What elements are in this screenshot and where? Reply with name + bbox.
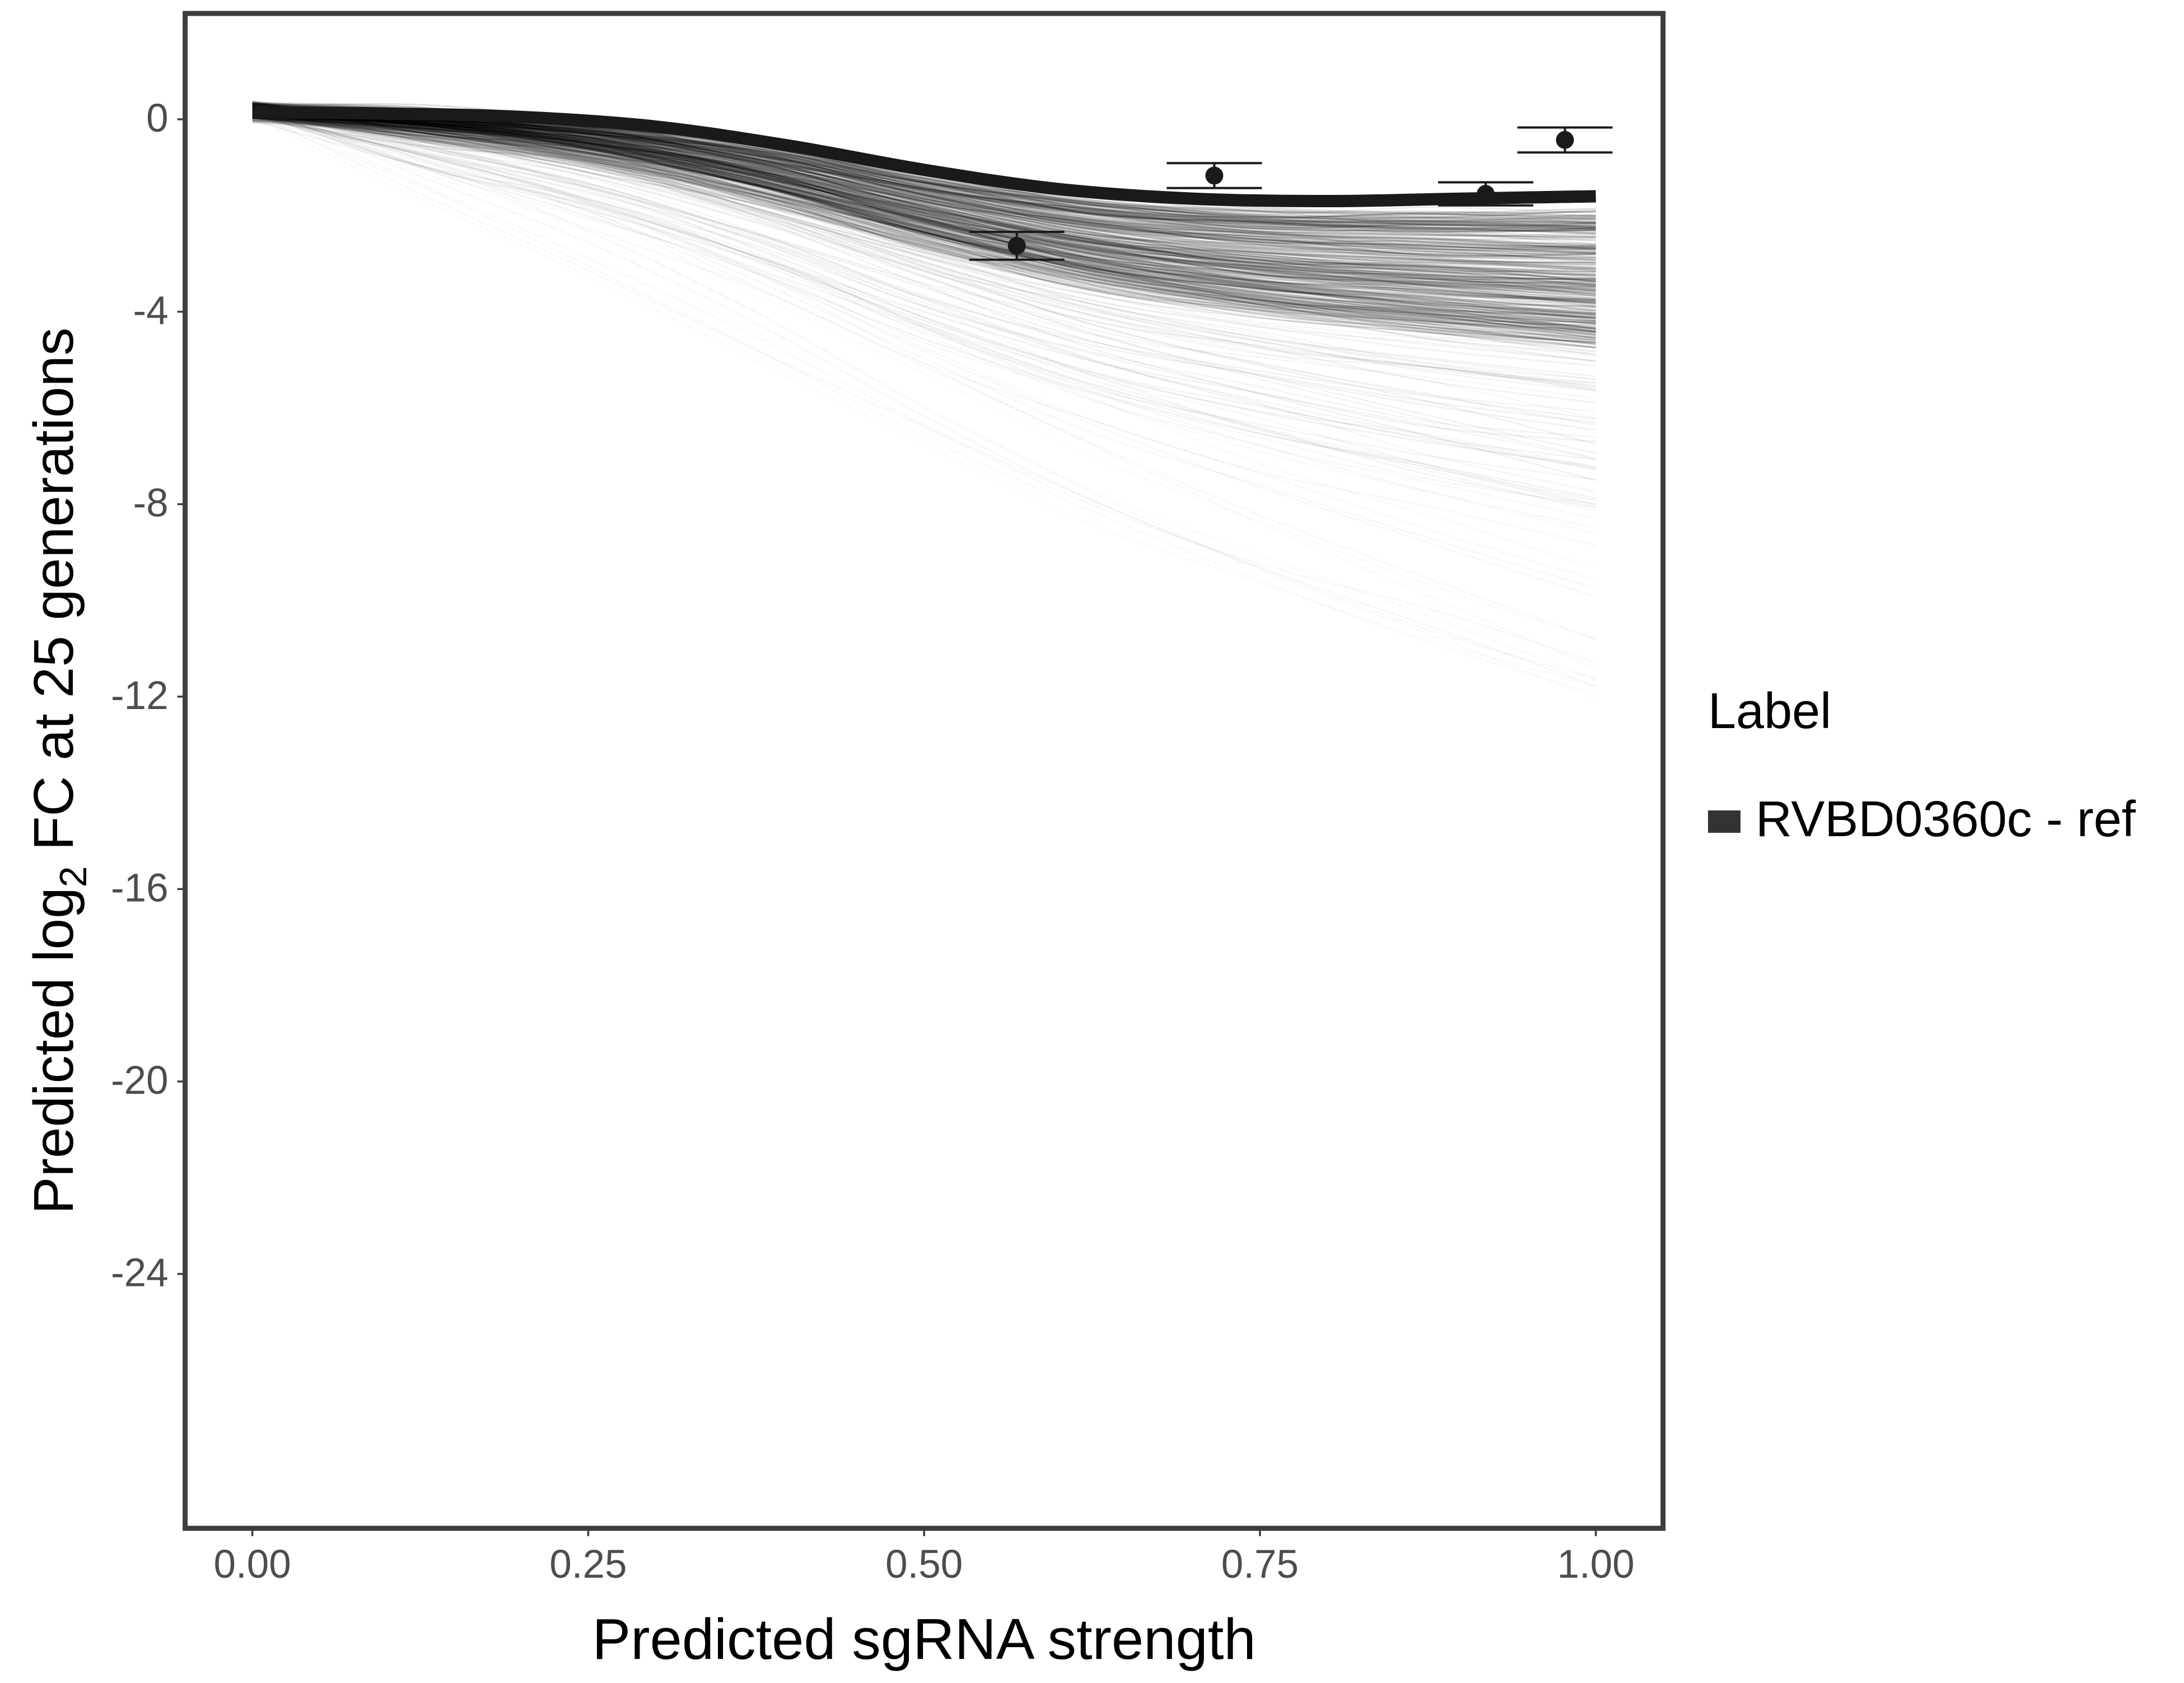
svg-text:-12: -12 bbox=[111, 674, 169, 718]
svg-text:0.50: 0.50 bbox=[885, 1542, 963, 1587]
svg-text:0.00: 0.00 bbox=[214, 1542, 291, 1587]
svg-text:-20: -20 bbox=[111, 1059, 169, 1103]
svg-text:0.25: 0.25 bbox=[549, 1542, 627, 1587]
svg-text:-4: -4 bbox=[133, 289, 168, 333]
svg-text:-24: -24 bbox=[111, 1251, 169, 1295]
svg-text:Predicted log2 FC at 25 gener: Predicted log2 FC at 25 generations bbox=[22, 328, 95, 1214]
svg-text:1.00: 1.00 bbox=[1557, 1542, 1635, 1587]
svg-text:Label: Label bbox=[1708, 683, 1831, 739]
svg-text:RVBD0360c - ref: RVBD0360c - ref bbox=[1756, 791, 2136, 847]
svg-text:-16: -16 bbox=[111, 866, 169, 910]
svg-text:-8: -8 bbox=[133, 481, 168, 525]
svg-text:0.75: 0.75 bbox=[1221, 1542, 1299, 1587]
svg-text:0: 0 bbox=[146, 96, 169, 141]
svg-text:Predicted sgRNA strength: Predicted sgRNA strength bbox=[592, 1607, 1256, 1671]
